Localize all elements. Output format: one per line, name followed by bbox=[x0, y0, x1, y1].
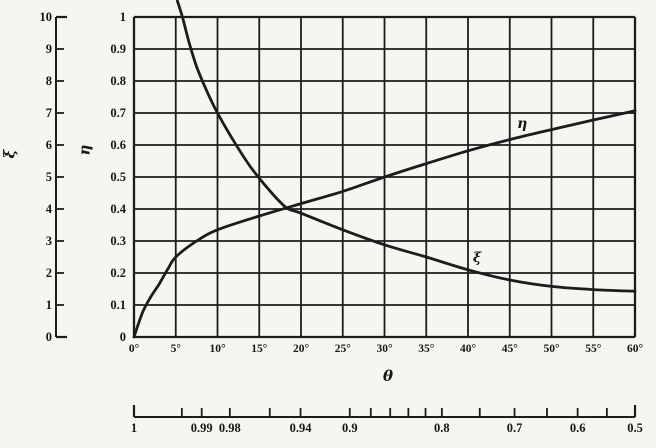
eta-tick-label: 0.4 bbox=[110, 202, 126, 216]
theta-tick-label: 45° bbox=[501, 343, 518, 355]
xi-tick-label: 5 bbox=[45, 170, 52, 184]
eta-tick-label: 0.3 bbox=[110, 234, 126, 248]
cos-tick-label: 0.6 bbox=[569, 421, 586, 435]
xi-axis-title: ξ bbox=[0, 149, 19, 159]
eta-tick-label: 0.8 bbox=[110, 74, 126, 88]
cos-tick-label: 0.7 bbox=[506, 421, 523, 435]
theta-tick-label: 40° bbox=[459, 343, 477, 355]
xi-tick-label: 10 bbox=[39, 10, 53, 24]
xi-tick-label: 0 bbox=[45, 330, 52, 344]
eta-tick-label: 0.6 bbox=[110, 138, 126, 152]
cos-tick-label: 0.94 bbox=[289, 421, 312, 435]
xi-tick-label: 9 bbox=[45, 42, 52, 56]
xi-tick-label: 7 bbox=[45, 106, 52, 120]
theta-tick-label: 60° bbox=[626, 343, 644, 355]
theta-tick-label: 15° bbox=[251, 343, 268, 355]
theta-tick-label: 10° bbox=[209, 343, 226, 355]
eta-tick-label: 0.2 bbox=[110, 266, 126, 280]
eta-tick-label: 0.9 bbox=[110, 42, 126, 56]
theta-tick-label: 5° bbox=[170, 343, 181, 355]
cos-tick-label: 0.99 bbox=[190, 421, 213, 435]
theta-tick-label: 30° bbox=[376, 343, 393, 355]
eta-tick-label: 0.5 bbox=[110, 170, 126, 184]
cos-tick-label: 1 bbox=[130, 421, 138, 435]
xi-tick-label: 6 bbox=[45, 138, 52, 152]
eta-curve-label: η bbox=[517, 116, 528, 133]
xi-tick-label: 8 bbox=[45, 74, 52, 88]
cos-tick-label: 0.98 bbox=[218, 421, 241, 435]
eta-tick-label: 0.7 bbox=[110, 106, 126, 120]
theta-tick-label: 25° bbox=[334, 343, 351, 355]
xi-curve bbox=[176, 0, 637, 293]
xi-curve-label: ξ bbox=[472, 249, 482, 266]
xi-tick-label: 1 bbox=[45, 298, 52, 312]
theta-axis-title: θ bbox=[382, 367, 393, 385]
eta-tick-label: 1 bbox=[119, 10, 126, 24]
cos-tick-label: 0.5 bbox=[627, 421, 643, 435]
cos-tick-label: 0.9 bbox=[341, 421, 358, 435]
theta-tick-label: 55° bbox=[585, 343, 602, 355]
theta-tick-label: 0° bbox=[128, 343, 140, 355]
xi-tick-label: 3 bbox=[45, 234, 52, 248]
xi-tick-label: 2 bbox=[45, 266, 52, 280]
xi-tick-label: 4 bbox=[45, 202, 52, 216]
theta-tick-label: 20° bbox=[292, 343, 310, 355]
eta-tick-label: 0 bbox=[119, 330, 126, 344]
cos-tick-label: 0.8 bbox=[434, 421, 450, 435]
eta-curve bbox=[132, 109, 637, 339]
theta-tick-label: 35° bbox=[418, 343, 435, 355]
theta-tick-label: 50° bbox=[543, 343, 560, 355]
eta-tick-label: 0.1 bbox=[110, 298, 126, 312]
